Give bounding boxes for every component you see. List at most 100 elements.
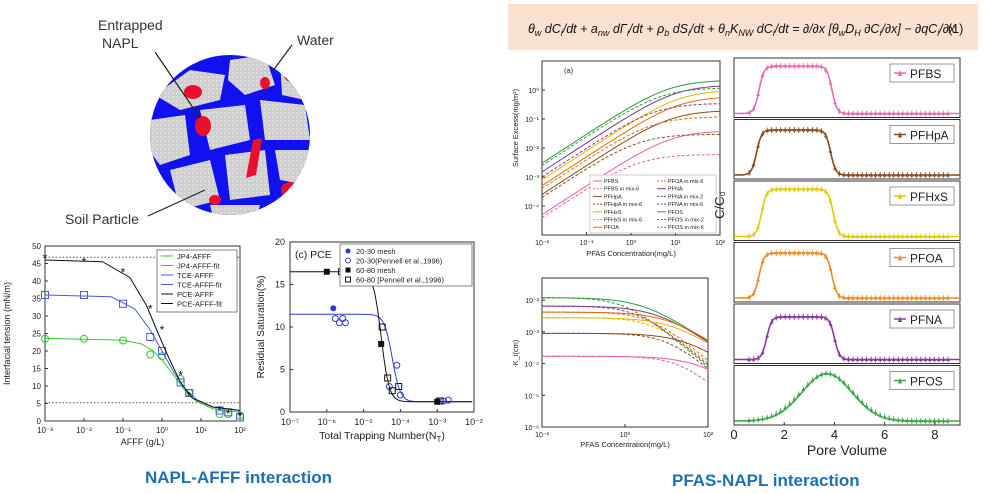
btc-marker — [828, 149, 833, 153]
legend-label: PFBS in mix-6 — [604, 187, 639, 193]
btc-marker — [837, 171, 842, 176]
btc-marker — [914, 173, 919, 177]
series-line — [541, 297, 709, 343]
btc-marker — [837, 293, 842, 298]
legend-label: PFNA — [668, 187, 683, 193]
btc-marker — [882, 296, 887, 300]
btc-marker — [936, 357, 941, 361]
btc-marker — [936, 111, 941, 115]
napl-blob — [284, 68, 300, 82]
btc-marker — [887, 111, 892, 115]
btc-marker — [823, 254, 828, 259]
btc-marker — [945, 296, 950, 300]
btc-marker — [887, 173, 892, 177]
x-tick-label: 10⁻¹ — [580, 240, 594, 247]
legend-label: 60-80 [Pennell et al.,1996) — [356, 276, 444, 285]
ki-svg: 10⁻² 10⁰ 10² 10⁻² 10⁻³ 10⁻⁴ 10⁻⁵ 10⁻⁶ PFAS Conce… — [511, 277, 714, 449]
data-point — [80, 334, 88, 343]
y-tick-label: 25 — [32, 330, 41, 339]
particle-pointer — [147, 189, 206, 217]
btc-marker — [860, 234, 865, 238]
btc-marker — [923, 357, 928, 361]
btc-marker — [787, 187, 792, 191]
y-axis-label: Interfacial tension (mN/m) — [2, 282, 12, 385]
btc-marker — [751, 162, 756, 167]
btc-marker — [891, 357, 896, 361]
series-line — [541, 332, 709, 353]
fit-curve — [290, 313, 473, 403]
btc-marker — [796, 250, 801, 255]
x-tick-label: 10² — [234, 426, 246, 435]
surface-excess-chart: 10⁻² 10⁻¹ 10⁰ 10¹ 10² 10⁰ 10⁻¹ 10⁻² 10⁻³ 10⁻⁴ PFAS… — [508, 55, 730, 265]
btc-marker — [778, 409, 783, 413]
btc-marker — [887, 234, 892, 238]
legend-label: 20-30 mesh — [356, 247, 396, 256]
series-line — [541, 103, 721, 178]
btc-marker — [891, 111, 896, 115]
btc-marker — [864, 357, 869, 361]
fit-line — [44, 337, 241, 413]
legend-label: PCE-AFFF — [177, 290, 214, 299]
btc-marker — [769, 187, 774, 192]
btc-marker — [918, 111, 923, 115]
btc-marker — [855, 295, 860, 300]
y-tick-label: 15 — [32, 365, 41, 374]
y-tick-label: 10⁰ — [528, 87, 539, 95]
y-tick-label: 30 — [32, 312, 41, 321]
x-axis-label: AFFF (g/L) — [121, 437, 165, 447]
x-tick-label: 6 — [881, 427, 888, 442]
data-point — [41, 334, 49, 343]
btc-marker — [837, 352, 842, 356]
btc-marker — [778, 187, 783, 191]
btc-marker — [891, 417, 896, 421]
napl-blob — [209, 195, 221, 205]
btc-marker — [860, 172, 865, 177]
btc-marker — [878, 234, 883, 238]
btc-marker — [787, 127, 792, 132]
btc-marker — [823, 189, 828, 193]
btc-marker — [855, 111, 860, 115]
x-tick-label: 2 — [781, 427, 788, 442]
btc-marker — [765, 252, 770, 257]
x-axis-label: Total Trapping Number(NT) — [319, 430, 445, 444]
btc-marker — [846, 357, 851, 361]
btc-marker — [819, 187, 824, 191]
x-tick-label: 10⁻³ — [37, 426, 53, 435]
soil-particle — [210, 205, 260, 215]
btc-marker — [932, 173, 937, 177]
x-tick-label: 4 — [831, 427, 838, 442]
data-point — [215, 406, 224, 415]
btc-marker — [846, 172, 851, 177]
ift-svg: 10⁻³ 10⁻² 10⁻¹ 10⁰ 10¹ 10² 0 5 10 15 20 25 30 35 40 45 5… — [2, 242, 246, 447]
btc-marker — [869, 296, 874, 300]
soil-particle — [200, 105, 250, 150]
fit-line — [44, 259, 241, 411]
water-pointer — [271, 44, 293, 73]
legend-label: PFOS — [668, 210, 683, 216]
btc-marker — [882, 111, 887, 115]
btc-marker — [778, 314, 783, 319]
btc-marker — [896, 173, 901, 177]
btc-marker — [756, 277, 761, 282]
ki-chart: 10⁻² 10⁰ 10² 10⁻² 10⁻³ 10⁻⁴ 10⁻⁵ 10⁻⁶ PFAS Conce… — [508, 272, 730, 452]
btc-marker — [828, 266, 833, 271]
btc-marker — [873, 296, 878, 300]
legend-marker — [345, 248, 351, 254]
x-tick-label: 10⁰ — [620, 431, 631, 439]
legend-marker — [898, 254, 902, 261]
equation-number: (1) — [948, 22, 963, 36]
btc-marker — [900, 111, 905, 115]
btc-marker — [923, 296, 928, 300]
btc-marker — [869, 234, 874, 238]
btc-marker — [841, 233, 846, 238]
btc-marker — [837, 230, 842, 235]
legend-label: PCE-AFFF-fit — [177, 300, 223, 309]
legend-label: PFBS — [910, 67, 941, 81]
soil-particle — [275, 150, 310, 185]
series-line — [541, 110, 721, 195]
legend-box — [589, 174, 717, 234]
legend-label: 20-30(Pennell et al.,1996) — [356, 257, 443, 266]
y-tick-label: 10⁻² — [525, 146, 539, 153]
btc-marker — [918, 234, 923, 238]
btc-marker — [805, 127, 810, 132]
